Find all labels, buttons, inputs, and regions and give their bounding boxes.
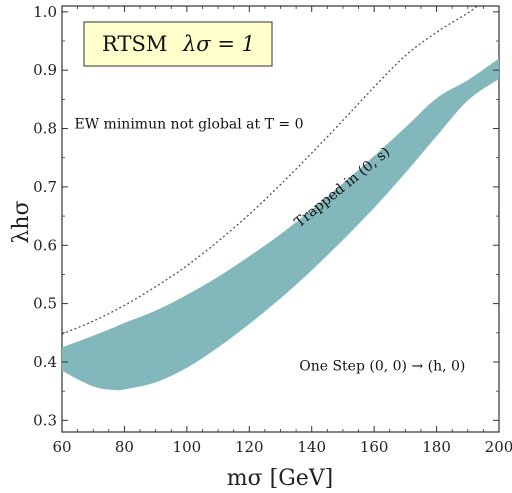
- tick-layer: 60 80 100 120 140 160 180 200 0.3 0.4 0.5 0.6 0.7 0.8…: [33, 3, 512, 456]
- x-tick-label: 160: [360, 438, 389, 456]
- y-axis-title: λhσ: [9, 200, 34, 243]
- plot-area: 60 80 100 120 140 160 180 200 0.3 0.4 0.5 0.6 0.7 0.8…: [33, 3, 512, 456]
- y-tick-label: 0.6: [33, 236, 57, 254]
- x-tick-label: 80: [115, 438, 134, 456]
- band-layer: [62, 58, 499, 391]
- y-tick-label: 0.3: [33, 411, 57, 429]
- dotted-boundary-line: [61, 5, 478, 335]
- annotation-2: One Step (0, 0) → (h, 0): [299, 359, 465, 375]
- x-tick-label: 140: [297, 438, 326, 456]
- legend-parameter-label: λσ = 1: [182, 32, 255, 56]
- x-tick-label: 200: [485, 438, 512, 456]
- legend-box: RTSM λσ = 1: [83, 21, 273, 67]
- y-tick-label: 0.8: [33, 120, 57, 138]
- x-tick-label: 100: [173, 438, 202, 456]
- legend-box-frame: [83, 21, 273, 67]
- y-tick-label: 0.7: [33, 178, 57, 196]
- x-tick-label: 180: [422, 438, 451, 456]
- y-tick-label: 0.5: [33, 295, 57, 313]
- x-tick-label: 60: [52, 438, 71, 456]
- annotation-0: EW minimun not global at T = 0: [74, 117, 303, 133]
- x-axis-title: mσ [GeV]: [227, 466, 334, 491]
- y-tick-label: 0.4: [33, 353, 57, 371]
- allowed-band: [62, 58, 499, 391]
- x-tick-label: 120: [235, 438, 264, 456]
- dotted-layer: [61, 5, 478, 335]
- y-tick-label: 0.9: [33, 61, 57, 79]
- y-tick-label: 1.0: [33, 3, 57, 21]
- legend-model-label: RTSM: [102, 32, 167, 56]
